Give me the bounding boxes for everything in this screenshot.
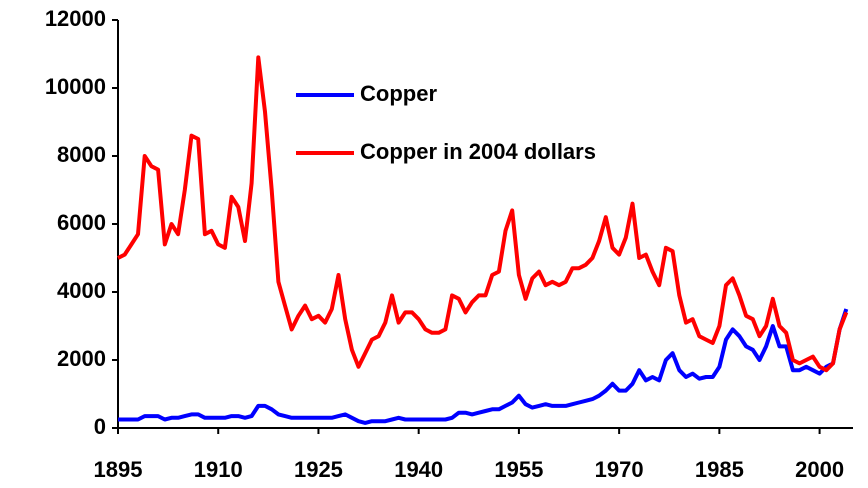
x-tick-label: 2000 — [795, 457, 844, 482]
x-tick-label: 1985 — [695, 457, 744, 482]
legend-label: Copper in 2004 dollars — [360, 139, 596, 164]
y-tick-label: 0 — [94, 414, 106, 439]
x-tick-label: 1910 — [194, 457, 243, 482]
y-tick-label: 4000 — [57, 278, 106, 303]
x-tick-label: 1970 — [595, 457, 644, 482]
series-line — [118, 308, 849, 425]
x-tick-label: 1895 — [94, 457, 143, 482]
y-tick-label: 10000 — [45, 74, 106, 99]
series-line — [117, 55, 849, 373]
legend-label: Copper — [360, 81, 437, 106]
y-tick-label: 6000 — [57, 210, 106, 235]
x-tick-label: 1955 — [494, 457, 543, 482]
y-tick-label: 12000 — [45, 6, 106, 31]
y-tick-label: 8000 — [57, 142, 106, 167]
x-tick-label: 1925 — [294, 457, 343, 482]
y-tick-label: 2000 — [57, 346, 106, 371]
x-tick-label: 1940 — [394, 457, 443, 482]
